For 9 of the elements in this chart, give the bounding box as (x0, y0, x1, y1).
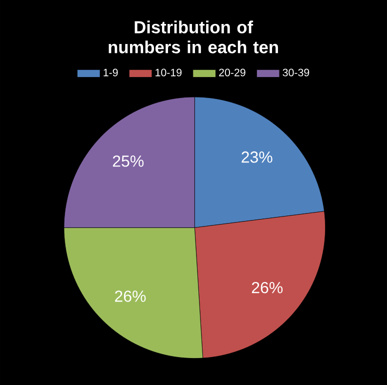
data-label: 23% (242, 151, 272, 163)
legend-label: 1-9 (104, 68, 118, 76)
data-label: 26% (115, 290, 146, 302)
data-label: 25% (112, 155, 144, 167)
legend-label: 30-39 (282, 68, 310, 76)
chart-title: Distribution of numbers in each ten (108, 20, 278, 54)
legend-label: 20-29 (219, 68, 246, 76)
data-label: 26% (252, 282, 283, 294)
legend-label: 10-19 (156, 68, 182, 76)
